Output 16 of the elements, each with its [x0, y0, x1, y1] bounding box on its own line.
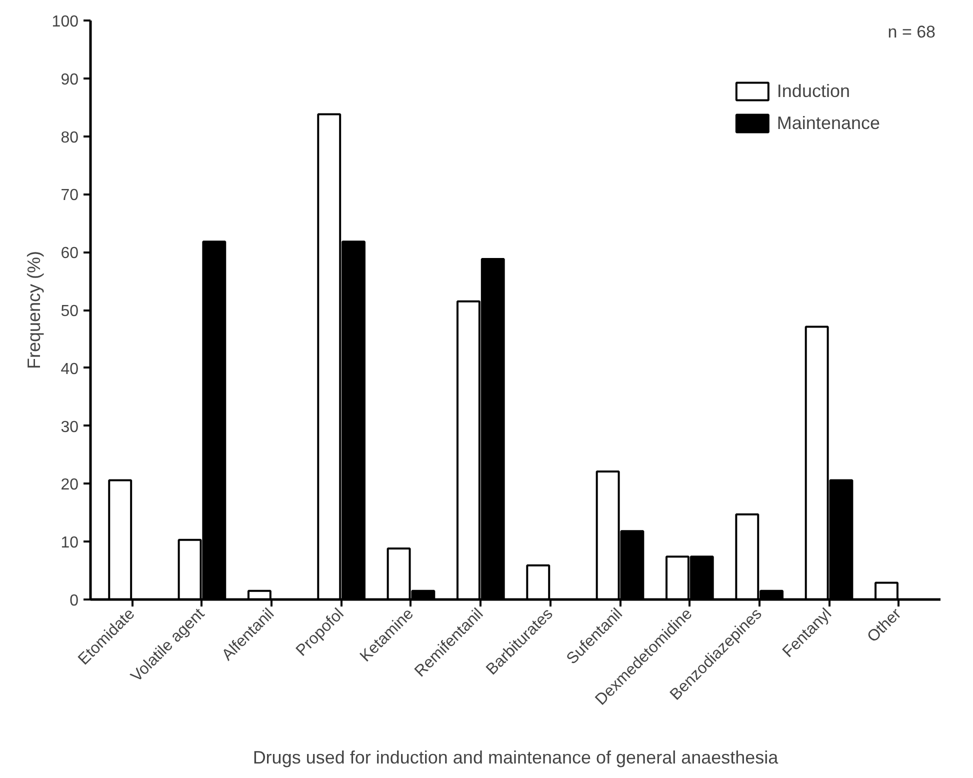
y-tick-label: 100	[52, 14, 79, 30]
y-tick-label: 20	[60, 476, 79, 494]
y-tick-label: 50	[60, 303, 79, 320]
x-axis-title: Drugs used for induction and maintenance of general anaesthesia	[252, 748, 780, 768]
y-tick-label: 60	[60, 245, 79, 262]
y-tick-label: 90	[60, 71, 79, 88]
legend-label: Induction	[776, 80, 850, 102]
y-tick-label: 30	[60, 418, 79, 436]
y-tick-label: 0	[70, 592, 79, 610]
y-axis-title: Frequency (%)	[24, 250, 44, 370]
y-tick-label: 10	[60, 534, 79, 552]
legend-label: Maintenance	[776, 112, 880, 134]
y-tick-label: 70	[60, 187, 79, 204]
y-tick-label: 80	[60, 129, 79, 146]
y-tick-label: 40	[60, 360, 79, 378]
annotation: n = 68	[888, 22, 936, 42]
